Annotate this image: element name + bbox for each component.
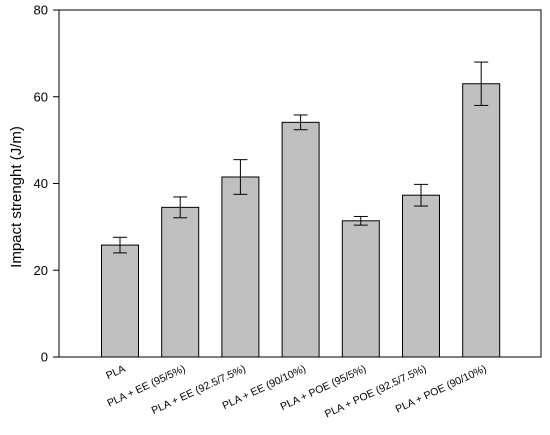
bars — [101, 83, 501, 358]
error-bar — [233, 159, 248, 195]
bar — [101, 244, 139, 358]
bar — [281, 121, 320, 358]
bar — [341, 220, 380, 358]
y-tick-label: 60 — [34, 89, 48, 104]
bar — [161, 206, 200, 358]
y-tick-label: 80 — [34, 3, 48, 18]
y-ticks: 0 20 40 60 80 — [34, 3, 59, 365]
bar — [221, 176, 260, 358]
error-bar — [474, 61, 489, 106]
error-bar — [293, 114, 308, 131]
error-bar — [173, 196, 188, 219]
y-tick-label: 20 — [34, 263, 48, 278]
error-bar — [414, 183, 428, 207]
y-tick-label: 0 — [41, 350, 48, 365]
y-axis-label-group: Impact strenght (J/m) — [8, 126, 25, 268]
error-bar — [113, 236, 127, 254]
y-axis-label: Impact strenght (J/m) — [8, 126, 25, 268]
bar — [462, 83, 501, 358]
error-bar — [353, 215, 368, 226]
x-tick-label: PLA — [104, 363, 127, 382]
y-tick-label: 40 — [34, 176, 48, 191]
error-bars — [113, 61, 489, 254]
x-tick-label: PLA + POE (92.5/7.5%) — [323, 363, 428, 421]
bar — [402, 194, 440, 358]
